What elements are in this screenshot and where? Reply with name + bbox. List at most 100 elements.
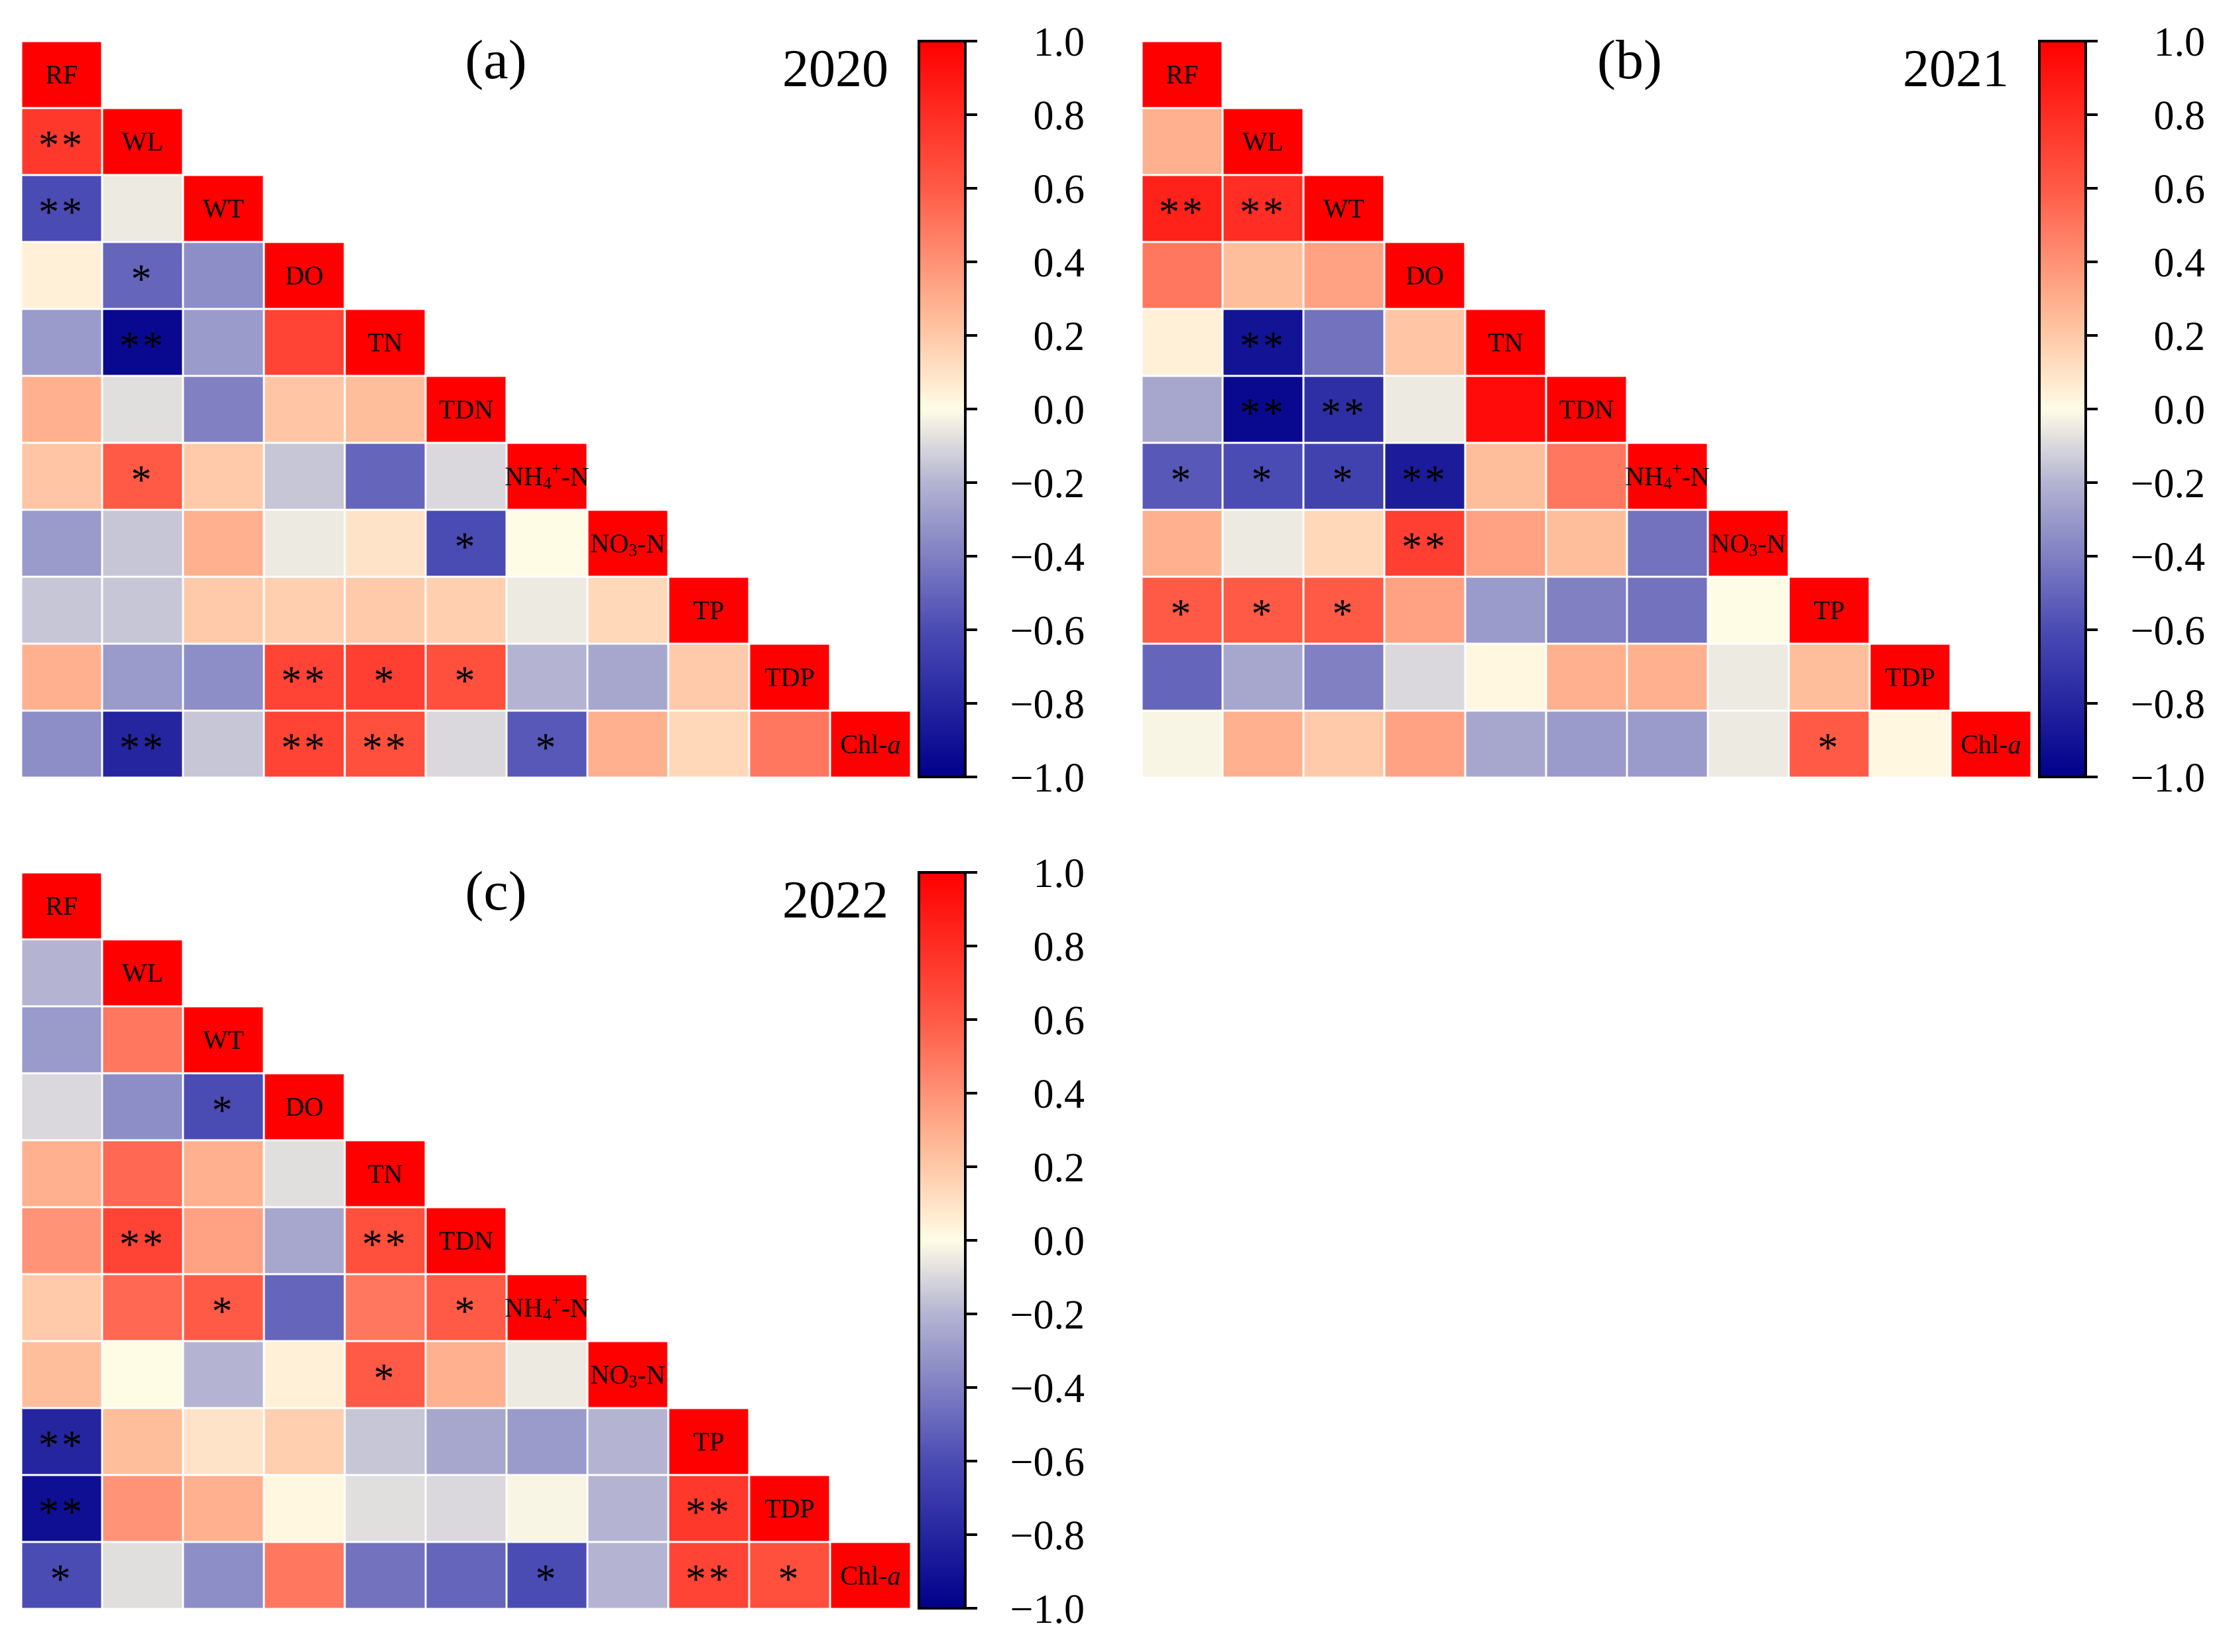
heatmap-cell <box>1464 575 1547 645</box>
significance-marker: * <box>1252 458 1275 503</box>
significance-marker: ** <box>281 726 328 771</box>
significance-marker: * <box>374 1356 397 1401</box>
heatmap-cell <box>424 709 508 779</box>
heatmap-cell <box>1140 375 1224 444</box>
heatmap-cell <box>101 1273 184 1342</box>
variable-label: TN <box>367 1159 402 1189</box>
diagonal-cell <box>1787 575 1871 645</box>
diagonal-cell <box>1707 508 1790 578</box>
heatmap-cell <box>1140 308 1224 377</box>
heatmap-cell <box>343 375 427 444</box>
diagonal-cell <box>424 375 508 444</box>
diagonal-cell <box>101 938 184 1008</box>
variable-label: DO <box>285 1092 324 1122</box>
heatmap-cell <box>1302 508 1386 578</box>
colorbar-tick-label: −0.8 <box>1010 682 1085 727</box>
significance-marker: * <box>1252 592 1275 637</box>
variable-label: NO3-N <box>591 528 666 560</box>
variable-label: WL <box>122 958 163 988</box>
significance-marker: ** <box>1240 391 1286 436</box>
heatmap-cell <box>101 1072 184 1142</box>
heatmap-cell <box>1626 709 1709 779</box>
heatmap-cell <box>263 575 346 645</box>
heatmap-cell <box>667 1474 750 1543</box>
colorbar-tick-label: −0.2 <box>1010 1293 1085 1338</box>
colorbar-tick-label: −0.6 <box>1010 609 1085 654</box>
heatmap-cell <box>20 1206 103 1275</box>
diagonal-cell <box>1626 442 1709 511</box>
heatmap-cell <box>586 1474 670 1543</box>
heatmap-cell <box>1383 575 1467 645</box>
diagonal-cell <box>829 1541 912 1610</box>
colorbar-tick-label: 1.0 <box>2154 20 2206 65</box>
heatmap-cell <box>343 575 427 645</box>
significance-marker: * <box>778 1557 802 1602</box>
colorbar-tick-label: 0.4 <box>2154 241 2206 286</box>
variable-label: DO <box>1406 261 1444 290</box>
diagonal-cell <box>1221 107 1305 176</box>
significance-marker: ** <box>1402 525 1448 570</box>
significance-marker: * <box>131 458 154 503</box>
panel-year-c: 2022 <box>782 871 888 929</box>
heatmap-cell <box>1464 375 1547 444</box>
significance-marker: ** <box>119 726 166 771</box>
heatmap-cell <box>263 1541 346 1610</box>
heatmap-cell <box>1545 642 1628 712</box>
heatmap-cell <box>263 1139 346 1209</box>
heatmap-cell <box>343 442 427 511</box>
heatmap-cell <box>101 375 184 444</box>
heatmap-cell <box>182 508 265 578</box>
heatmap-cell <box>1221 442 1305 511</box>
significance-marker: ** <box>362 1222 408 1268</box>
heatmap-cell <box>182 642 265 712</box>
variable-label: NH4+-N <box>505 459 589 493</box>
heatmap-cell <box>667 709 750 779</box>
colorbar-tick-label: −0.6 <box>1010 1440 1085 1485</box>
heatmap-cell <box>343 508 427 578</box>
heatmap-cell <box>343 642 427 712</box>
heatmap-cell <box>101 241 184 310</box>
diagonal-cell <box>343 1139 427 1209</box>
heatmap-cell <box>20 575 103 645</box>
diagonal-cell <box>424 1206 508 1275</box>
significance-marker: * <box>455 525 478 570</box>
heatmap-cell <box>1545 709 1628 779</box>
significance-marker: ** <box>281 659 328 704</box>
significance-marker: ** <box>1240 190 1286 235</box>
heatmap-cell <box>1787 709 1871 779</box>
colorbar-c: 1.0 0.8 0.6 0.4 0.2 0.0 −0.2 −0.4 −0.6 −0.8 −1.0 <box>918 851 1085 1632</box>
heatmap-cell <box>101 1474 184 1543</box>
heatmap-cell <box>1464 442 1547 511</box>
variable-label: TDP <box>764 1494 815 1523</box>
significance-marker: ** <box>38 123 85 168</box>
heatmap-cell <box>343 709 427 779</box>
diagonal-cell <box>748 642 831 712</box>
colorbar-tick-label: −1.0 <box>1010 1587 1085 1632</box>
heatmap-cell <box>182 1474 265 1543</box>
heatmap-cell <box>343 1340 427 1409</box>
variable-label: TP <box>693 1427 725 1456</box>
heatmap-cell <box>182 709 265 779</box>
heatmap-cell <box>182 442 265 511</box>
heatmap-cell <box>505 575 589 645</box>
heatmap-cell <box>424 1474 508 1543</box>
heatmap-cell <box>182 1407 265 1476</box>
heatmap-cell <box>1221 508 1305 578</box>
colorbar-gradient <box>918 40 967 778</box>
diagonal-cell <box>1545 375 1628 444</box>
heatmap-cell <box>505 1340 589 1409</box>
variable-label: TP <box>693 595 725 625</box>
panel-year-b: 2021 <box>1903 40 2009 98</box>
heatmap-cell <box>20 442 103 511</box>
colorbar-tick-label: 0.6 <box>2154 167 2206 212</box>
heatmap-cell <box>263 508 346 578</box>
variable-label: TN <box>367 327 402 357</box>
heatmap-cell <box>424 1541 508 1610</box>
panel-year-a: 2020 <box>782 40 888 98</box>
heatmap-cell <box>424 1407 508 1476</box>
colorbar-tick-label: 0.0 <box>2154 388 2206 433</box>
diagonal-cell <box>20 40 103 109</box>
significance-marker: ** <box>38 1490 85 1535</box>
variable-label: TDP <box>1885 662 1935 692</box>
